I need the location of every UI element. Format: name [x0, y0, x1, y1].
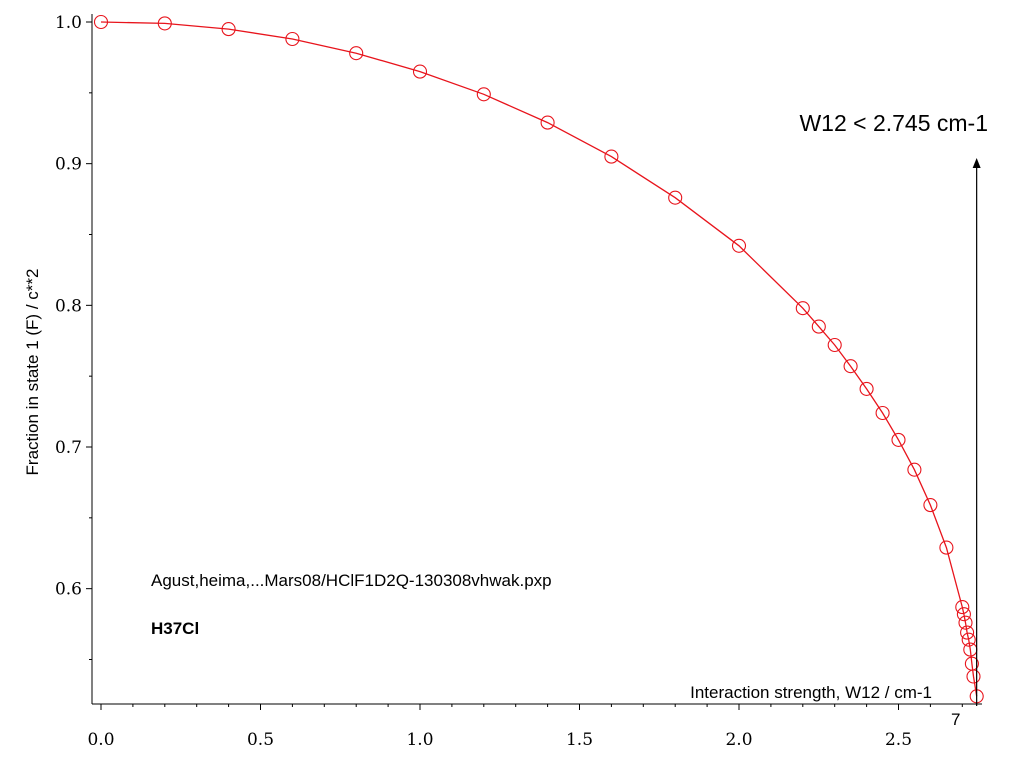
data-point: [955, 600, 970, 615]
y-tick-label: 0.6: [55, 580, 82, 600]
data-point: [285, 31, 300, 47]
data-point: [939, 540, 954, 555]
x-tick-label: 2.5: [885, 730, 912, 750]
x-tick-label: 0.5: [247, 730, 274, 750]
data-point: [956, 607, 971, 622]
x-tick-label: 1.0: [406, 730, 433, 750]
filename-annotation: Agust,heima,...Mars08/HClF1D2Q-130308vhw…: [151, 571, 552, 590]
data-point: [907, 462, 922, 477]
y-ticks: 0.6 0.7 0.8 0.9 1.0: [55, 13, 92, 660]
x-ticks: 0.0 0.5 1.0 1.5 2.0 2.5: [87, 704, 963, 750]
data-point: [891, 432, 906, 447]
y-tick-label: 1.0: [55, 13, 82, 33]
data-markers: [93, 14, 984, 704]
y-axis-label: Fraction in state 1 (F) / c**2: [23, 269, 42, 476]
data-point: [476, 87, 491, 102]
x-tick-label: 1.5: [566, 730, 593, 750]
data-point: [923, 498, 938, 513]
y-tick-label: 0.8: [55, 296, 82, 316]
data-point: [795, 301, 810, 316]
species-annotation: H37Cl: [151, 619, 199, 638]
threshold-arrowhead: [972, 158, 981, 168]
data-point: [958, 615, 973, 630]
x-tick-label: 0.0: [87, 730, 114, 750]
data-point: [960, 625, 975, 640]
data-point: [961, 632, 976, 647]
data-point: [843, 359, 858, 374]
data-point: [221, 22, 236, 37]
data-point: [93, 14, 109, 30]
data-point: [875, 405, 890, 421]
data-point: [668, 190, 683, 205]
data-point: [604, 149, 619, 164]
y-tick-label: 0.7: [55, 438, 82, 458]
data-point: [827, 337, 842, 353]
data-point: [349, 46, 364, 61]
data-point: [412, 64, 428, 79]
x-axis-label: Interaction strength, W12 / cm-1: [690, 683, 932, 702]
data-point: [859, 381, 874, 396]
data-point: [811, 319, 826, 334]
threshold-label: W12 < 2.745 cm-1: [799, 110, 988, 136]
data-point: [731, 238, 747, 253]
axis-end-label: 7: [951, 710, 960, 729]
data-point: [540, 115, 555, 130]
y-tick-label: 0.9: [55, 155, 82, 175]
data-point: [966, 669, 981, 684]
data-point: [157, 16, 172, 31]
x-tick-label: 2.0: [725, 730, 752, 750]
